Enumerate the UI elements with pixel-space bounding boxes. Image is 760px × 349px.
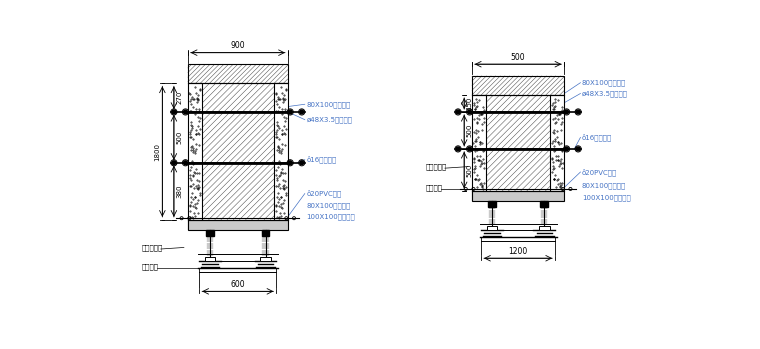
- Bar: [188, 64, 288, 83]
- Circle shape: [183, 110, 188, 114]
- Bar: [274, 83, 288, 220]
- Circle shape: [565, 110, 568, 114]
- Bar: [472, 76, 564, 95]
- Circle shape: [288, 161, 292, 165]
- Text: ô20PVC管管: ô20PVC管管: [306, 190, 341, 198]
- Text: ø48X3.5销管横樞: ø48X3.5销管横樞: [306, 116, 353, 123]
- Bar: [540, 201, 548, 207]
- Text: 1200: 1200: [508, 247, 527, 256]
- Bar: [486, 95, 550, 191]
- Text: 500: 500: [467, 163, 473, 177]
- Text: 80X100木方横樞: 80X100木方横樞: [306, 202, 350, 209]
- Circle shape: [565, 147, 568, 151]
- Text: 500: 500: [511, 53, 525, 62]
- Circle shape: [183, 161, 188, 165]
- Circle shape: [299, 110, 304, 114]
- Bar: [188, 220, 288, 230]
- Bar: [201, 83, 274, 220]
- Bar: [472, 191, 564, 201]
- Circle shape: [576, 147, 580, 151]
- Circle shape: [576, 110, 580, 114]
- Bar: [486, 95, 550, 191]
- Bar: [550, 95, 564, 191]
- Bar: [539, 226, 549, 230]
- Text: 可调钐支擔: 可调钐支擔: [141, 244, 163, 251]
- Bar: [472, 76, 564, 95]
- Circle shape: [288, 110, 292, 114]
- Text: 900: 900: [230, 41, 245, 50]
- Bar: [206, 230, 214, 236]
- Text: ô16对拉联杆: ô16对拉联杆: [306, 156, 337, 163]
- Text: 80X100木方龙骨: 80X100木方龙骨: [582, 79, 626, 86]
- Bar: [488, 201, 496, 207]
- Bar: [260, 257, 271, 261]
- Bar: [188, 83, 201, 220]
- Text: 1800: 1800: [154, 143, 160, 161]
- Text: 500: 500: [176, 131, 182, 144]
- Text: ô16对拉联杆: ô16对拉联杆: [582, 134, 613, 141]
- Circle shape: [172, 161, 176, 165]
- Text: 80X100木方横樞: 80X100木方横樞: [582, 183, 626, 189]
- Text: 80X100木方龙骨: 80X100木方龙骨: [306, 101, 350, 107]
- Circle shape: [456, 110, 460, 114]
- Text: 270: 270: [176, 91, 182, 104]
- Bar: [486, 226, 497, 230]
- Text: 100X100木方龙骨: 100X100木方龙骨: [582, 194, 631, 201]
- Bar: [188, 64, 288, 83]
- Text: 脚手架杆: 脚手架杆: [141, 263, 159, 270]
- Text: 脚手架杆: 脚手架杆: [426, 184, 442, 191]
- Text: 可调钐支擔: 可调钐支擔: [426, 163, 447, 170]
- Text: 380: 380: [176, 185, 182, 198]
- Circle shape: [467, 110, 471, 114]
- Text: 600: 600: [230, 280, 245, 289]
- Circle shape: [172, 110, 176, 114]
- Text: ô20PVC管管: ô20PVC管管: [582, 168, 617, 176]
- Bar: [472, 95, 486, 191]
- Circle shape: [456, 147, 460, 151]
- Bar: [204, 257, 216, 261]
- Text: 100X100木方龙骨: 100X100木方龙骨: [306, 213, 355, 220]
- Circle shape: [467, 147, 471, 151]
- Text: 500: 500: [467, 124, 473, 137]
- Text: ø48X3.5销管横樞: ø48X3.5销管横樞: [582, 90, 628, 97]
- Bar: [261, 230, 269, 236]
- Bar: [201, 83, 274, 220]
- Text: 150: 150: [467, 97, 473, 110]
- Circle shape: [299, 161, 304, 165]
